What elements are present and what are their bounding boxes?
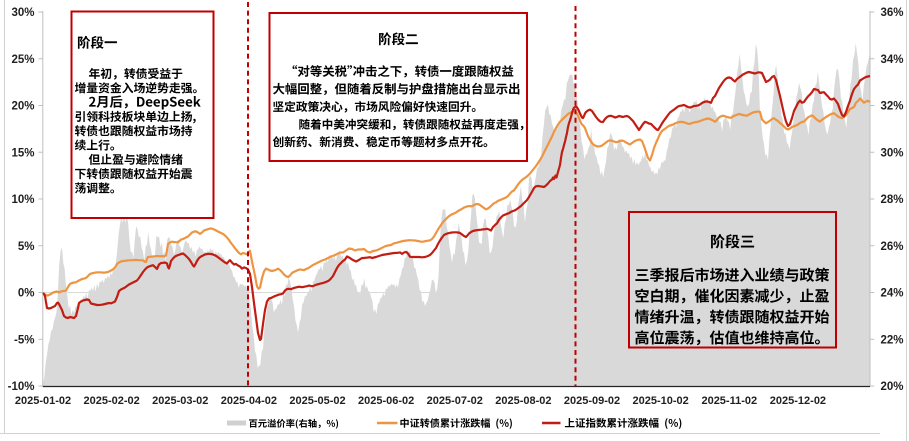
svg-text:24%: 24% <box>881 288 904 300</box>
svg-text:2025-11-02: 2025-11-02 <box>701 395 757 407</box>
svg-text:2025-07-02: 2025-07-02 <box>427 395 483 407</box>
svg-text:2025-05-02: 2025-05-02 <box>289 395 345 407</box>
svg-text:30%: 30% <box>881 147 904 159</box>
svg-text:20%: 20% <box>881 381 904 393</box>
svg-text:32%: 32% <box>881 101 904 113</box>
svg-text:25%: 25% <box>11 54 34 66</box>
svg-text:36%: 36% <box>881 7 904 19</box>
svg-text:-5%: -5% <box>14 334 34 346</box>
svg-text:15%: 15% <box>11 147 34 159</box>
svg-text:2025-06-02: 2025-06-02 <box>358 395 414 407</box>
svg-text:30%: 30% <box>11 7 34 19</box>
svg-text:2025-10-02: 2025-10-02 <box>633 395 689 407</box>
svg-text:2025-08-02: 2025-08-02 <box>495 395 551 407</box>
svg-text:10%: 10% <box>11 194 34 206</box>
svg-text:28%: 28% <box>881 194 904 206</box>
svg-text:5%: 5% <box>18 241 35 253</box>
svg-text:2025-12-02: 2025-12-02 <box>770 395 826 407</box>
svg-text:0%: 0% <box>18 288 35 300</box>
svg-text:20%: 20% <box>11 101 34 113</box>
svg-text:34%: 34% <box>881 54 904 66</box>
svg-text:2025-02-02: 2025-02-02 <box>83 395 139 407</box>
svg-text:2025-03-02: 2025-03-02 <box>152 395 208 407</box>
svg-text:22%: 22% <box>881 334 904 346</box>
svg-text:-10%: -10% <box>8 381 35 393</box>
svg-text:2025-01-02: 2025-01-02 <box>15 395 71 407</box>
svg-text:2025-04-02: 2025-04-02 <box>221 395 277 407</box>
svg-text:26%: 26% <box>881 241 904 253</box>
svg-text:2025-09-02: 2025-09-02 <box>564 395 620 407</box>
